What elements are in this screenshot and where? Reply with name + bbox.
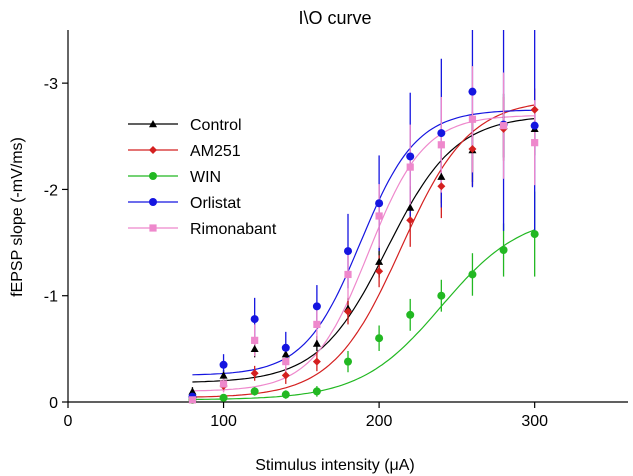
- error-bars: [191, 30, 536, 402]
- data-point-control: [437, 172, 446, 180]
- data-point-orlistat: [530, 121, 539, 130]
- x-axis-title: Stimulus intensity (μA): [255, 457, 414, 474]
- data-point-rimonabant: [219, 380, 228, 388]
- data-point-orlistat: [344, 247, 352, 256]
- data-point-am251: [312, 357, 321, 366]
- y-tick-label: -2: [44, 182, 58, 199]
- data-point-orlistat: [250, 315, 259, 324]
- data-point-win: [312, 387, 321, 396]
- data-point-rimonabant: [313, 320, 321, 329]
- legend-label-orlistat: Orlistat: [190, 195, 241, 212]
- data-point-orlistat: [281, 343, 290, 352]
- data-point-win: [437, 291, 446, 300]
- data-point-am251: [375, 267, 384, 276]
- legend-label-win: WIN: [190, 169, 221, 186]
- fit-curve-win: [192, 229, 535, 401]
- data-point-rimonabant: [437, 141, 445, 149]
- data-point-control: [281, 350, 290, 358]
- legend-label-control: Control: [190, 117, 242, 134]
- fit-curve-am251: [192, 104, 535, 398]
- chart-title: I\O curve: [298, 8, 371, 28]
- data-point-win: [344, 357, 352, 366]
- legend-marker-control: [149, 120, 157, 128]
- y-axis-title: fEPSP slope (-mV/ms): [9, 137, 26, 297]
- x-tick-label: 300: [521, 413, 548, 430]
- data-point-control: [188, 387, 197, 395]
- data-point-control: [406, 203, 415, 211]
- data-point-am251: [281, 371, 290, 380]
- data-point-rimonabant: [375, 212, 383, 220]
- data-point-win: [375, 334, 384, 343]
- data-point-am251: [437, 182, 446, 191]
- data-point-am251: [468, 145, 477, 154]
- data-point-orlistat: [312, 302, 321, 311]
- legend-label-rimonabant: Rimonabant: [190, 221, 277, 238]
- data-points: [188, 87, 539, 404]
- fit-curves: [192, 104, 535, 401]
- fit-curve-rimonabant: [192, 115, 535, 392]
- y-tick-label: -3: [44, 76, 58, 93]
- data-point-orlistat: [406, 152, 415, 161]
- data-point-rimonabant: [344, 270, 352, 279]
- y-tick-label: -1: [44, 289, 58, 306]
- data-point-rimonabant: [531, 139, 539, 147]
- data-point-rimonabant: [188, 396, 197, 404]
- data-point-win: [250, 387, 259, 396]
- data-point-win: [219, 393, 228, 402]
- fit-curve-control: [192, 118, 535, 383]
- data-point-orlistat: [375, 199, 384, 208]
- data-point-rimonabant: [251, 336, 259, 344]
- data-point-win: [468, 270, 477, 279]
- data-point-win: [499, 246, 508, 255]
- data-point-am251: [406, 216, 415, 225]
- axes: 0 100 200 300 0 -1 -2 -3: [44, 30, 628, 430]
- data-point-orlistat: [468, 87, 477, 96]
- data-point-control: [375, 257, 384, 265]
- legend-marker-rimonabant: [149, 224, 157, 232]
- data-point-am251: [250, 369, 259, 378]
- data-point-am251: [530, 105, 539, 114]
- data-point-orlistat: [437, 129, 446, 138]
- data-point-win: [281, 390, 290, 399]
- data-point-control: [250, 344, 259, 353]
- y-tick-label: 0: [49, 395, 58, 412]
- data-point-rimonabant: [499, 122, 508, 130]
- data-point-win: [406, 310, 415, 319]
- legend: Control AM251 WIN Orlistat Rimonabant: [128, 117, 277, 238]
- x-tick-label: 200: [366, 413, 393, 430]
- data-point-rimonabant: [468, 115, 477, 123]
- x-tick-label: 100: [210, 413, 237, 430]
- data-point-orlistat: [219, 360, 228, 369]
- legend-marker-win: [149, 172, 157, 180]
- data-point-am251: [344, 307, 352, 316]
- fit-curve-orlistat: [192, 109, 535, 376]
- legend-marker-orlistat: [149, 198, 157, 206]
- legend-marker-am251: [149, 146, 157, 154]
- data-point-rimonabant: [282, 358, 290, 366]
- x-tick-label: 0: [64, 413, 73, 430]
- data-point-rimonabant: [406, 163, 414, 171]
- data-point-win: [530, 230, 539, 239]
- legend-label-am251: AM251: [190, 143, 241, 160]
- data-point-control: [219, 371, 228, 379]
- data-point-control: [312, 339, 321, 347]
